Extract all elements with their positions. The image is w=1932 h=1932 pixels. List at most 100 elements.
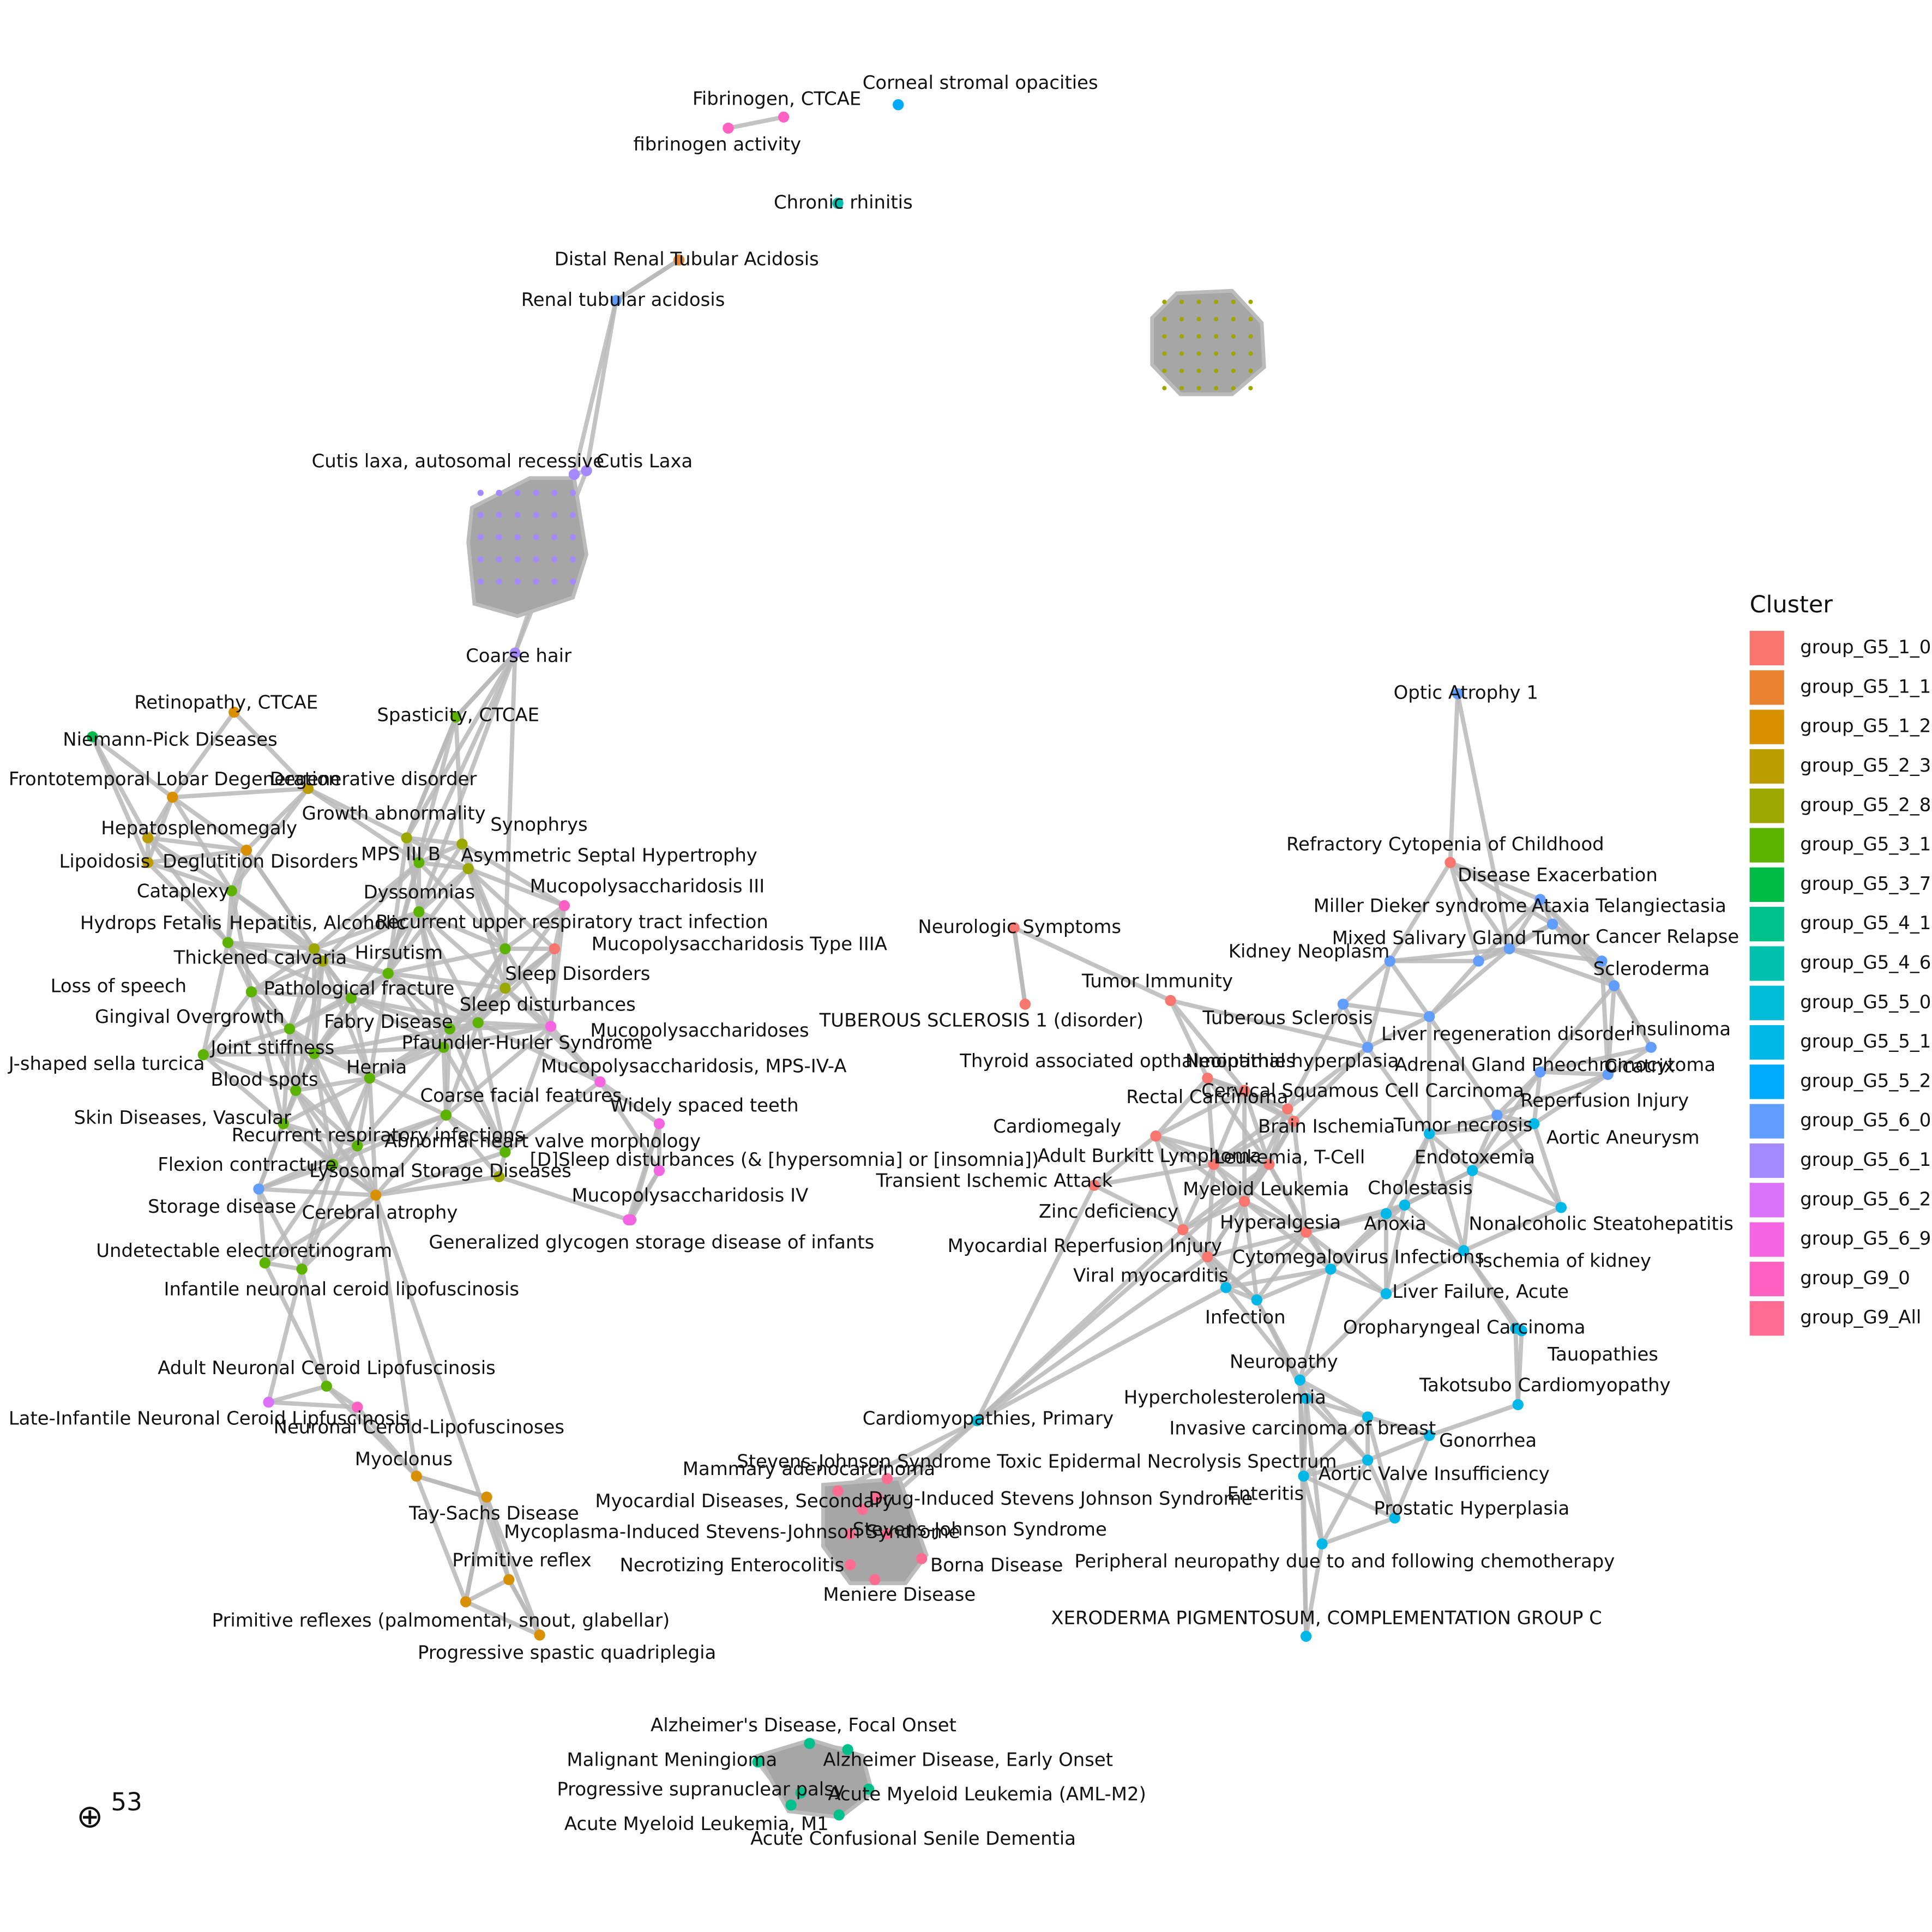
node bbox=[653, 1165, 665, 1176]
edge bbox=[299, 1162, 335, 1272]
node bbox=[545, 1021, 557, 1032]
node bbox=[1251, 1294, 1262, 1306]
node bbox=[881, 1473, 893, 1484]
node-label: Cholestasis bbox=[1368, 1177, 1473, 1199]
node bbox=[352, 1401, 363, 1413]
edge bbox=[170, 786, 310, 799]
blob-dot bbox=[570, 578, 576, 585]
blob-dot bbox=[1248, 299, 1253, 304]
blob-dot bbox=[1162, 317, 1167, 322]
edge bbox=[1427, 1131, 1466, 1253]
node bbox=[1399, 1199, 1411, 1211]
edge bbox=[1153, 1134, 1185, 1232]
legend-label: group_G5_1_1 bbox=[1800, 676, 1931, 697]
legend-swatch bbox=[1749, 867, 1784, 902]
edge bbox=[1461, 1205, 1563, 1253]
node bbox=[460, 1596, 472, 1608]
edge bbox=[1328, 1267, 1388, 1296]
node bbox=[352, 1140, 363, 1152]
node bbox=[284, 1023, 296, 1034]
edge bbox=[1304, 1396, 1325, 1546]
node bbox=[863, 1783, 875, 1795]
node bbox=[1300, 1393, 1312, 1404]
edge bbox=[374, 1149, 508, 1197]
edge bbox=[1532, 1069, 1543, 1126]
node bbox=[1452, 688, 1464, 700]
corner-label: 53 bbox=[111, 1787, 142, 1816]
blob-dot bbox=[551, 556, 558, 563]
node-label: Acute Myeloid Leukemia, M1 bbox=[564, 1813, 829, 1834]
node bbox=[411, 1470, 422, 1482]
edge bbox=[386, 971, 508, 991]
node-label: Neuropathy bbox=[1230, 1351, 1338, 1373]
edge bbox=[444, 1020, 480, 1117]
node-label: Fibrinogen, CTCAE bbox=[693, 88, 861, 110]
node-label: Mucopolysaccharidosis Type IIIA bbox=[592, 934, 887, 955]
blob-dot bbox=[1162, 369, 1167, 374]
edge bbox=[497, 1174, 631, 1222]
node bbox=[1008, 922, 1020, 934]
node bbox=[499, 983, 511, 994]
node-label: Mucopolysaccharidosis IV bbox=[571, 1185, 808, 1206]
legend-swatch bbox=[1749, 907, 1784, 942]
edge bbox=[1291, 1045, 1370, 1124]
edge bbox=[287, 996, 353, 1031]
blob-dot bbox=[1214, 334, 1219, 339]
edge bbox=[170, 795, 249, 853]
edge bbox=[1092, 1134, 1158, 1188]
edge bbox=[1427, 959, 1481, 1019]
blob-dot bbox=[477, 511, 484, 519]
node-label: insulinoma bbox=[1630, 1018, 1731, 1039]
blob-dot bbox=[533, 556, 539, 563]
edge bbox=[232, 710, 310, 791]
edge bbox=[201, 1052, 286, 1126]
node-label: Peripheral neuropathy due to and followi… bbox=[1074, 1551, 1615, 1572]
node-label: Synophrys bbox=[490, 814, 587, 835]
legend-label: group_G5_4_6 bbox=[1800, 952, 1931, 973]
blob-dot bbox=[1196, 369, 1201, 374]
edge bbox=[312, 860, 422, 951]
node-label: Undetectable electroretinogram bbox=[96, 1240, 392, 1261]
node bbox=[893, 99, 904, 111]
node bbox=[842, 1744, 853, 1755]
edge bbox=[1153, 1076, 1210, 1139]
edge bbox=[1320, 1458, 1370, 1546]
node bbox=[673, 254, 685, 266]
edge bbox=[1365, 1415, 1397, 1520]
node bbox=[804, 1738, 815, 1749]
legend-label: group_G5_3_1 bbox=[1800, 834, 1931, 855]
blob-dot bbox=[1231, 351, 1236, 356]
node-label: Chronic rhinitis bbox=[774, 191, 913, 213]
edge bbox=[386, 946, 508, 976]
edge bbox=[249, 946, 317, 994]
node-label: Ischemia of kidney bbox=[1477, 1250, 1651, 1271]
legend-label: group_G5_6_1 bbox=[1800, 1149, 1931, 1170]
node bbox=[317, 955, 329, 967]
edge bbox=[1605, 1045, 1653, 1077]
edge bbox=[201, 1026, 292, 1057]
node bbox=[493, 1171, 505, 1183]
node-label: Neuronal Ceroid-Lipofuscinoses bbox=[274, 1416, 564, 1437]
edge bbox=[249, 959, 325, 994]
edge bbox=[299, 1143, 360, 1272]
node-label: Cutis Laxa bbox=[597, 450, 693, 472]
legend-label: group_G5_1_2 bbox=[1800, 715, 1931, 737]
edge bbox=[312, 1045, 446, 1056]
blob-dot bbox=[496, 534, 502, 540]
node bbox=[610, 295, 622, 306]
node-label: Kidney Neoplasm bbox=[1229, 941, 1389, 962]
node-label: Sleep Disorders bbox=[505, 963, 650, 984]
node bbox=[472, 1017, 484, 1028]
edge bbox=[146, 795, 175, 865]
node bbox=[302, 783, 314, 795]
node bbox=[844, 1528, 856, 1540]
edge bbox=[1495, 1072, 1610, 1117]
edge bbox=[1448, 691, 1460, 865]
edge bbox=[464, 1495, 489, 1604]
node-label: Brain Ischemia bbox=[1258, 1116, 1395, 1137]
edge bbox=[355, 1405, 419, 1478]
node-label: Mammary adenocarcinoma bbox=[683, 1458, 935, 1479]
edge bbox=[256, 1187, 267, 1266]
node bbox=[778, 111, 790, 123]
node bbox=[509, 647, 521, 659]
